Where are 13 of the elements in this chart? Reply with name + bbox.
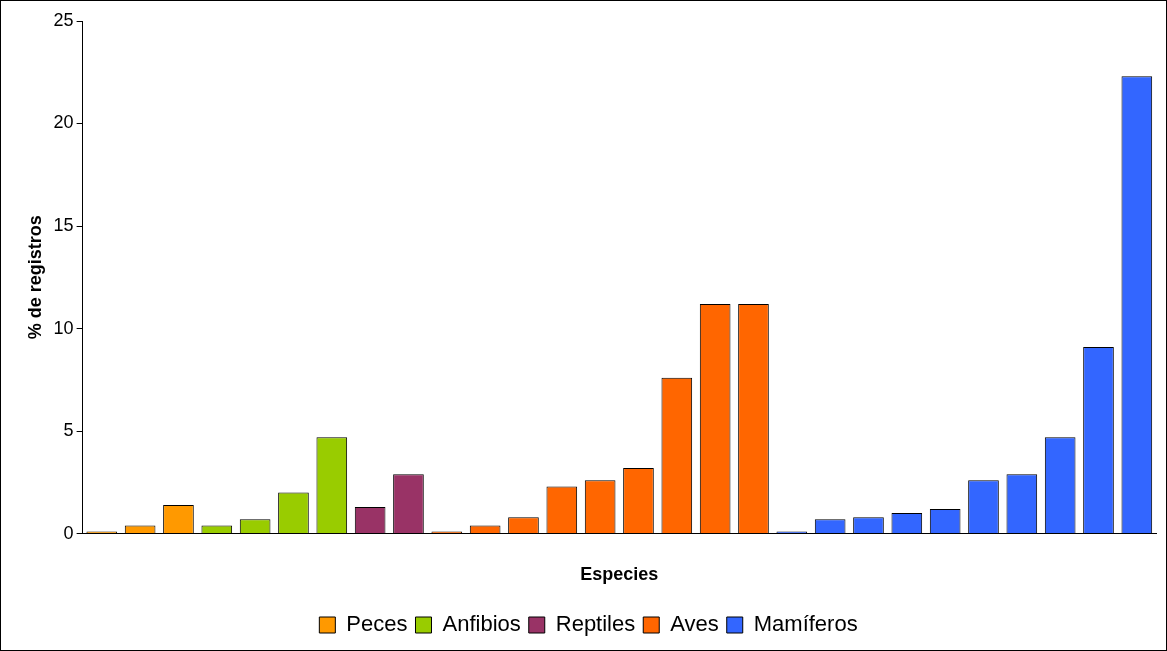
y-tick-label: 10: [53, 317, 74, 338]
y-tick-label: 25: [53, 9, 74, 30]
legend-label: Mamíferos: [753, 611, 858, 637]
y-tick-label: 20: [53, 112, 74, 133]
legend-label: Reptiles: [555, 611, 636, 637]
y-axis-title: % de registros: [24, 215, 45, 340]
y-tick-label: 5: [63, 420, 74, 441]
legend-label: Aves: [670, 611, 719, 637]
legend-label: Peces: [346, 611, 408, 637]
y-tick-label: 0: [63, 522, 74, 543]
x-axis-title: Especies: [580, 564, 659, 585]
y-tick-label: 15: [53, 215, 74, 236]
legend-label: Anfibios: [442, 611, 521, 637]
